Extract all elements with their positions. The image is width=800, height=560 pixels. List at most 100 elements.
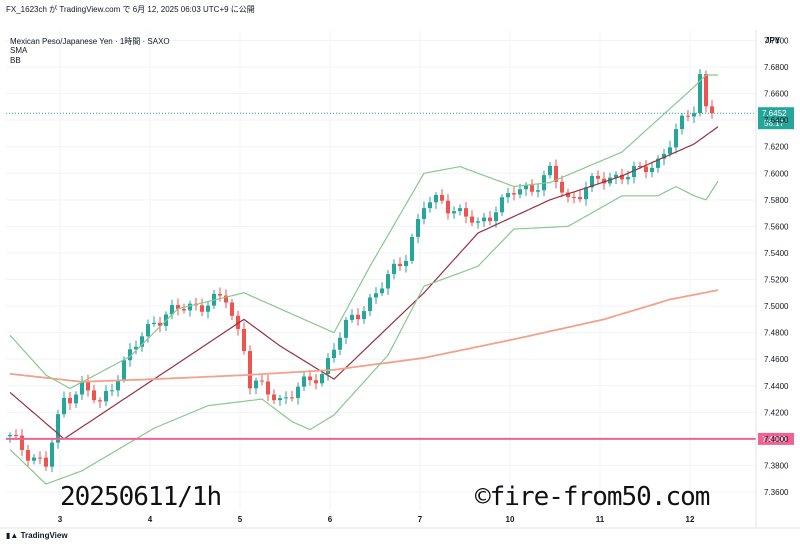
candle-down bbox=[158, 322, 162, 326]
candle-up bbox=[338, 337, 342, 350]
candle-down bbox=[290, 397, 294, 399]
candle-down bbox=[218, 293, 222, 296]
y-tick-label: 7.5400 bbox=[764, 249, 789, 258]
y-axis: 7.7000 7.6800 7.6600 7.6400 7.6200 7.6000 7.58… bbox=[755, 30, 789, 528]
candle-down bbox=[512, 193, 516, 195]
countdown-label: 56:17 bbox=[764, 119, 785, 128]
candle-down bbox=[248, 351, 252, 389]
candle-down bbox=[566, 192, 570, 198]
last-price-label: 7.6452 bbox=[762, 109, 787, 118]
candle-down bbox=[464, 208, 468, 217]
indicator-bb-label[interactable]: BB bbox=[10, 56, 21, 65]
candle-down bbox=[488, 217, 492, 222]
y-tick-label: 7.6800 bbox=[764, 63, 789, 72]
y-tick-label: 7.6400 bbox=[764, 116, 789, 125]
y-tick-label: 7.4400 bbox=[764, 382, 789, 391]
candle-up bbox=[116, 379, 120, 391]
candle-down bbox=[620, 174, 624, 180]
candle-down bbox=[602, 178, 606, 184]
candle-down bbox=[260, 380, 264, 382]
candle-up bbox=[254, 380, 258, 389]
candle-up bbox=[680, 115, 684, 130]
tradingview-logo[interactable]: ▮▲ TradingView bbox=[6, 531, 68, 540]
indicator-sma-label[interactable]: SMA bbox=[10, 46, 28, 55]
candle-up bbox=[434, 194, 438, 203]
x-tick-label: 3 bbox=[58, 515, 63, 524]
candle-down bbox=[86, 381, 90, 391]
candle-down bbox=[356, 314, 360, 320]
candle-up bbox=[482, 217, 486, 222]
x-tick-label: 6 bbox=[328, 515, 333, 524]
candle-up bbox=[614, 174, 618, 178]
candle-up bbox=[344, 319, 348, 338]
candle-up bbox=[284, 397, 288, 399]
publish-header: FX_1623ch が TradingView.com で 6月 12, 202… bbox=[6, 5, 255, 14]
credit-overlay: ©fire-from50.com bbox=[475, 482, 710, 512]
y-tick-label: 7.6000 bbox=[764, 169, 789, 178]
y-tick-label: 7.5000 bbox=[764, 302, 789, 311]
candle-up bbox=[416, 219, 420, 237]
y-tick-label: 7.6200 bbox=[764, 143, 789, 152]
candle-down bbox=[68, 397, 72, 404]
candle-up bbox=[302, 376, 306, 387]
candle-down bbox=[236, 315, 240, 329]
candle-up bbox=[320, 374, 324, 384]
chart-grid bbox=[6, 30, 756, 510]
candle-up bbox=[662, 153, 666, 159]
candle-up bbox=[452, 211, 456, 214]
candle-up bbox=[506, 193, 510, 198]
x-tick-label: 4 bbox=[148, 515, 153, 524]
candle-up bbox=[422, 208, 426, 220]
candle-up bbox=[170, 305, 174, 315]
y-tick-label: 7.4200 bbox=[764, 408, 789, 417]
candle-up bbox=[632, 166, 636, 178]
candle-up bbox=[368, 297, 372, 312]
candle-down bbox=[398, 263, 402, 267]
candle-down bbox=[20, 435, 24, 451]
candle-up bbox=[656, 158, 660, 168]
candle-down bbox=[638, 166, 642, 168]
candle-up bbox=[140, 336, 144, 347]
candle-down bbox=[440, 194, 444, 201]
candle-down bbox=[92, 390, 96, 401]
candle-down bbox=[446, 200, 450, 214]
candle-up bbox=[74, 394, 78, 404]
candle-up bbox=[188, 303, 192, 311]
candle-up bbox=[146, 324, 150, 337]
candle-up bbox=[128, 349, 132, 361]
candle-up bbox=[62, 397, 66, 415]
candle-down bbox=[470, 216, 474, 223]
tv-logo-text: TradingView bbox=[20, 531, 68, 540]
candle-down bbox=[572, 197, 576, 199]
y-tick-label: 7.4600 bbox=[764, 355, 789, 364]
candle-down bbox=[644, 166, 648, 173]
candle-down bbox=[98, 400, 102, 402]
candle-up bbox=[626, 177, 630, 180]
candle-up bbox=[50, 442, 54, 467]
candle-up bbox=[410, 236, 414, 261]
candle-up bbox=[668, 147, 672, 154]
candle-down bbox=[14, 434, 18, 436]
candle-up bbox=[674, 129, 678, 148]
y-tick-label: 7.3600 bbox=[764, 488, 789, 497]
candle-up bbox=[500, 197, 504, 213]
candle-down bbox=[242, 328, 246, 352]
candle-down bbox=[272, 394, 276, 401]
candle-up bbox=[122, 360, 126, 380]
candle-up bbox=[650, 167, 654, 173]
candle-down bbox=[44, 457, 48, 467]
candle-up bbox=[32, 457, 36, 461]
candle-up bbox=[206, 305, 210, 312]
candle-down bbox=[200, 305, 204, 312]
y-tick-label: 7.5600 bbox=[764, 222, 789, 231]
candle-down bbox=[176, 305, 180, 309]
sma-short-line bbox=[9, 126, 719, 440]
sma-long-line bbox=[9, 289, 719, 383]
symbol-line: Mexican Peso/Japanese Yen · 1時間 · SAXO bbox=[10, 37, 170, 46]
candle-up bbox=[590, 175, 594, 188]
support-price-tag bbox=[758, 432, 794, 445]
currency-label: JPY bbox=[765, 36, 781, 45]
candle-up bbox=[152, 322, 156, 325]
